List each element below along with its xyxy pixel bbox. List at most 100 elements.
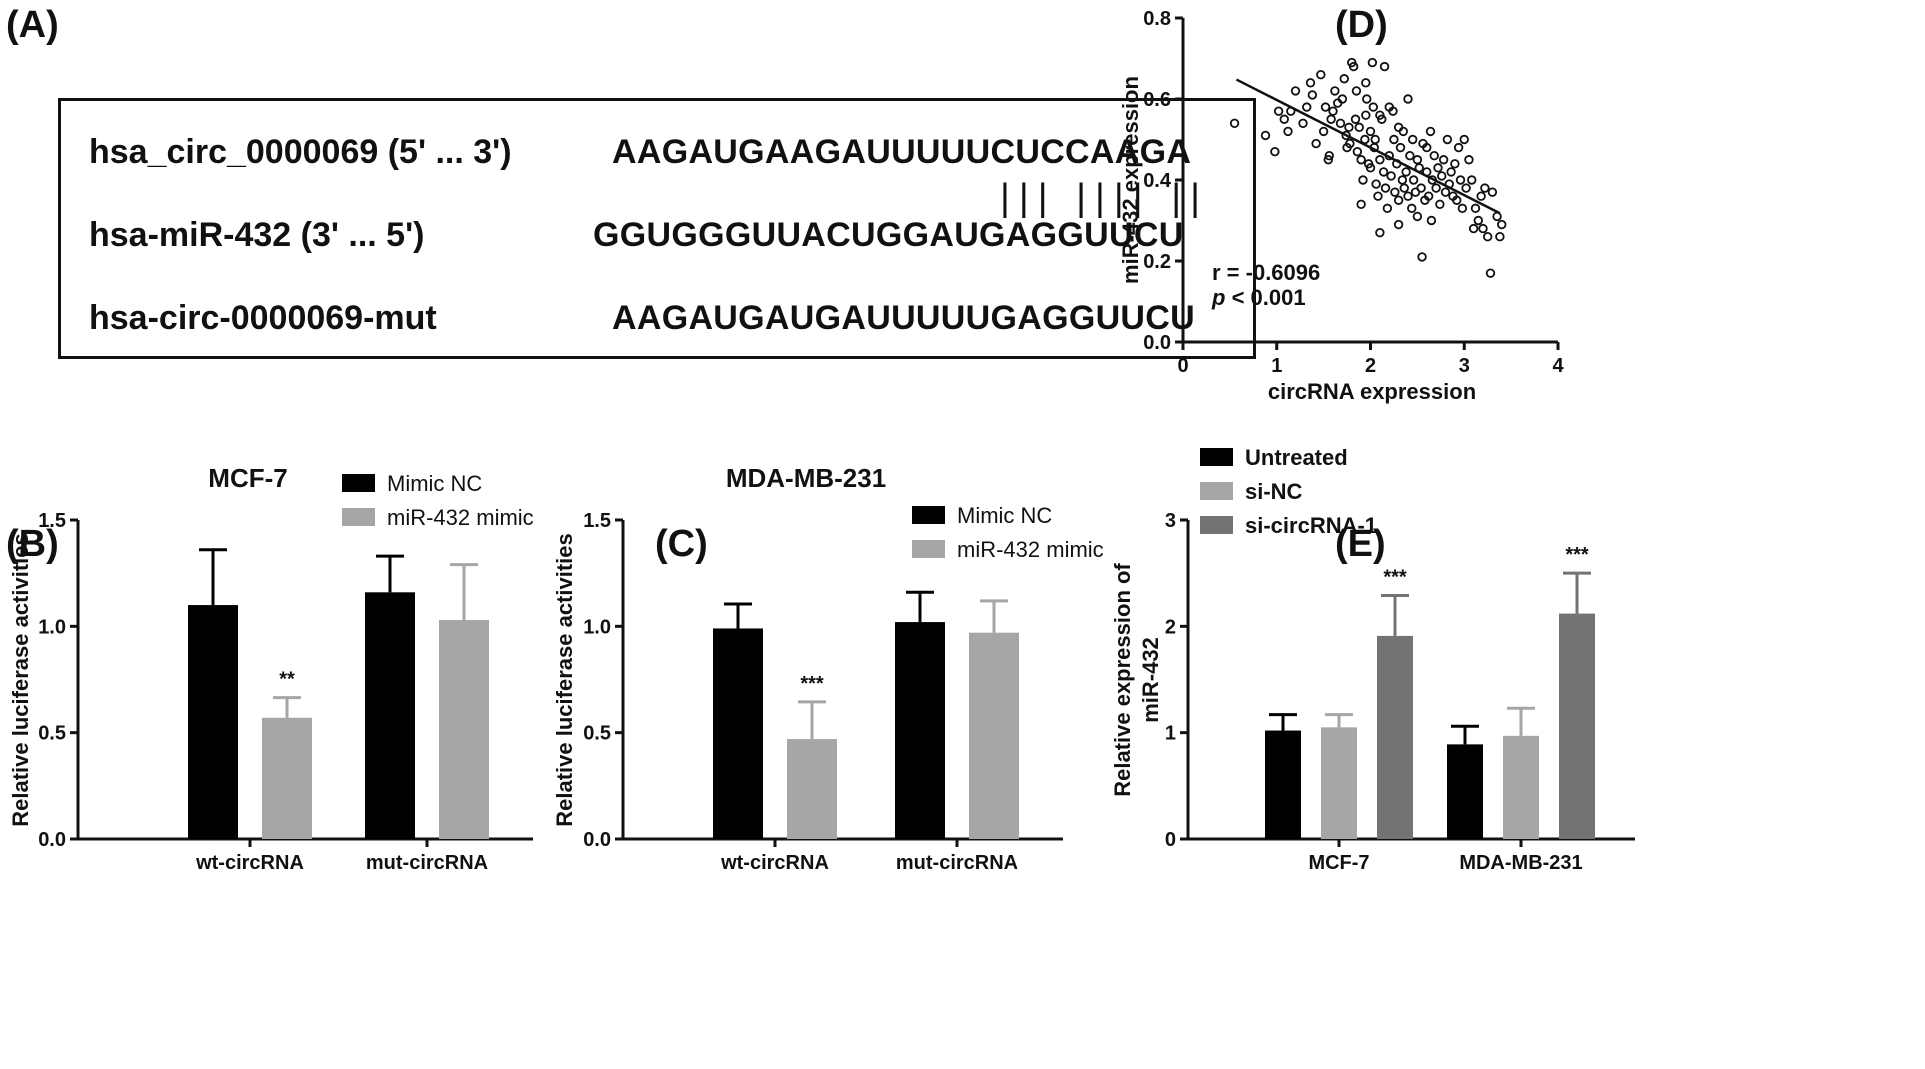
x-tick-label: 1 <box>1271 355 1282 377</box>
data-point <box>1352 146 1363 157</box>
y-tick-label: 0.5 <box>38 723 66 745</box>
panel-label-e: (E) <box>1335 523 1386 565</box>
data-point <box>1367 57 1378 68</box>
data-point <box>1356 155 1366 165</box>
x-tick-label: mut-circRNA <box>366 852 488 874</box>
legend-label: Mimic NC <box>957 503 1052 528</box>
legend-label: miR-432 mimic <box>957 537 1104 562</box>
data-point <box>1273 106 1284 116</box>
data-point <box>1384 102 1394 112</box>
data-point <box>1380 183 1391 193</box>
data-point <box>1283 126 1293 137</box>
data-point <box>1371 179 1381 189</box>
data-point <box>1495 231 1505 242</box>
bar <box>1265 730 1301 839</box>
data-point <box>1426 215 1437 226</box>
data-point <box>1345 138 1355 149</box>
y-tick-label: 0.5 <box>583 723 611 745</box>
x-axis-title: circRNA expression <box>1268 379 1476 404</box>
data-point <box>1375 110 1385 120</box>
data-point <box>1360 134 1370 145</box>
data-point <box>1348 61 1359 72</box>
data-point <box>1389 134 1399 145</box>
data-point <box>1450 159 1460 169</box>
circ-sequence-name: hsa_circ_0000069 (5' ... 3') <box>89 133 512 171</box>
data-point <box>1395 142 1406 153</box>
data-point <box>1279 114 1289 124</box>
y-tick-label: 1 <box>1165 723 1176 745</box>
data-point <box>1446 167 1456 177</box>
x-tick-label: 2 <box>1365 355 1376 377</box>
x-tick-label: wt-circRNA <box>720 852 829 874</box>
y-axis-title: Relative luciferase activities <box>8 533 33 827</box>
data-point <box>1305 78 1316 88</box>
data-point <box>1492 211 1502 222</box>
bar <box>1321 727 1357 839</box>
data-point <box>1412 211 1423 222</box>
y-tick-label: 0.8 <box>1143 8 1171 30</box>
y-tick-label: 0.2 <box>1143 251 1171 273</box>
legend-swatch <box>912 506 945 524</box>
data-point <box>1437 171 1447 181</box>
y-axis-title: miR-432 expression <box>1118 76 1143 284</box>
legend-swatch <box>912 540 945 558</box>
p-symbol: p <box>1211 285 1225 310</box>
data-point <box>1316 69 1326 80</box>
legend-swatch <box>342 508 375 526</box>
data-point <box>1467 175 1477 185</box>
data-point <box>1328 106 1338 116</box>
data-point <box>1435 199 1445 209</box>
data-point <box>1354 122 1364 133</box>
data-point <box>1478 223 1488 234</box>
data-point <box>1464 155 1474 165</box>
y-tick-label: 3 <box>1165 510 1176 532</box>
chart-title: MDA-MB-231 <box>726 463 886 493</box>
data-point <box>1425 126 1436 137</box>
data-point <box>1370 134 1380 145</box>
data-point <box>1461 183 1471 193</box>
data-point <box>1356 199 1366 209</box>
bar <box>1377 635 1413 839</box>
data-point <box>1311 138 1321 149</box>
data-point <box>1497 219 1507 230</box>
y-tick-label: 0.6 <box>1143 89 1171 111</box>
x-tick-label: 3 <box>1459 355 1470 377</box>
y-tick-label: 0.0 <box>1143 332 1171 354</box>
data-point <box>1407 134 1418 145</box>
panel-label-a: (A) <box>6 4 59 46</box>
mirna-sequence-name: hsa-miR-432 (3' ... 5') <box>89 216 425 254</box>
y-tick-label: 1.5 <box>38 510 66 532</box>
legend-label: si-circRNA-1 <box>1245 513 1377 538</box>
bar <box>262 717 312 839</box>
data-point <box>1438 155 1449 165</box>
chart-c-mdamb231-luciferase: 0.0 0.5 1.0 1.5 Relative luciferase activiti… <box>552 463 1104 874</box>
data-point <box>1307 90 1318 100</box>
data-point <box>1365 126 1376 137</box>
chart-d-correlation-scatter: 0.0 0.2 0.4 0.6 0.8 0 1 2 3 4 circRNA expression mi… <box>1118 8 1564 404</box>
data-point <box>1423 191 1434 201</box>
bar <box>1447 744 1483 839</box>
data-point <box>1397 175 1408 185</box>
data-point <box>1378 167 1389 177</box>
data-point <box>1326 114 1336 124</box>
data-point <box>1330 86 1340 96</box>
data-point <box>1440 187 1451 197</box>
data-point <box>1431 183 1441 193</box>
data-point <box>1358 175 1368 185</box>
data-point <box>1405 150 1415 161</box>
data-point <box>1362 94 1372 104</box>
data-point <box>1422 142 1432 153</box>
mut-sequence-name: hsa-circ-0000069-mut <box>89 299 437 337</box>
chart-title: MCF-7 <box>208 463 287 493</box>
legend-label: miR-432 mimic <box>387 505 534 530</box>
bar <box>188 605 238 839</box>
x-tick-label: mut-circRNA <box>896 852 1018 874</box>
data-point <box>1361 78 1371 88</box>
x-tick-label: wt-circRNA <box>195 852 304 874</box>
bar <box>713 628 763 839</box>
bar <box>787 739 837 839</box>
panel-label-b: (B) <box>6 523 59 565</box>
data-point <box>1473 215 1484 226</box>
data-point <box>1375 155 1385 165</box>
